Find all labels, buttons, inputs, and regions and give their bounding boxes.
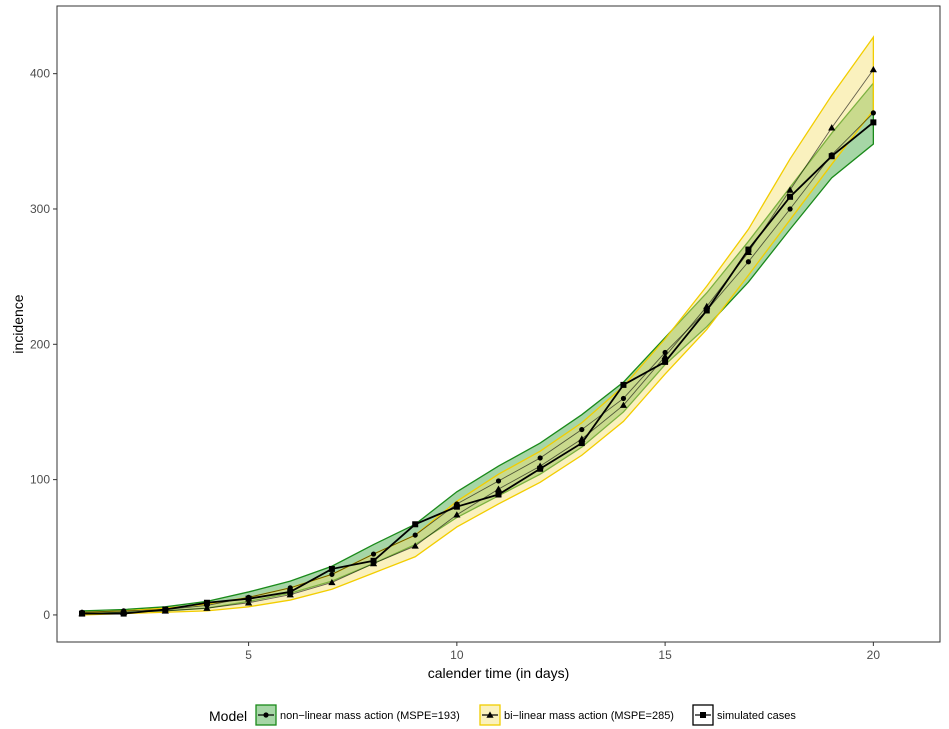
- y-axis-title: incidence: [10, 294, 26, 353]
- point-series-2-14: [662, 358, 669, 365]
- x-tick-label-2: 15: [658, 648, 672, 662]
- point-series-0-16: [745, 259, 752, 265]
- point-series-2-6: [328, 565, 335, 572]
- legend-key-marker-1: [486, 711, 494, 718]
- point-series-2-16: [745, 246, 752, 253]
- x-axis: 5 10 15 20: [245, 642, 880, 662]
- legend-label-1: bi−linear mass action (MSPE=285): [504, 710, 674, 722]
- line-series-0: [81, 112, 874, 613]
- confidence-bands: [81, 35, 875, 616]
- point-series-2-12: [578, 440, 585, 447]
- legend: Model non−linear mass action (MSPE=193) b…: [209, 704, 796, 726]
- point-series-1-8: [411, 542, 419, 549]
- point-series-2-7: [370, 557, 377, 564]
- line-series-1: [81, 69, 874, 615]
- point-series-2-9: [453, 503, 460, 510]
- y-tick-label-0: 0: [43, 608, 50, 622]
- point-series-2-18: [828, 153, 835, 160]
- point-series-2-19: [870, 119, 877, 126]
- point-series-1-6: [328, 578, 336, 586]
- point-series-2-13: [620, 381, 627, 388]
- point-series-2-5: [287, 588, 294, 595]
- y-tick-label-2: 200: [30, 337, 50, 351]
- point-series-2-2: [162, 606, 169, 613]
- y-tick-label-4: 400: [30, 67, 50, 81]
- y-tick-label-3: 300: [30, 202, 50, 216]
- point-series-0-10: [495, 478, 502, 484]
- point-series-2-4: [245, 595, 252, 602]
- plot-panel-border: [56, 5, 941, 643]
- x-tick-label-3: 20: [867, 648, 881, 662]
- point-series-1-18: [828, 124, 836, 131]
- point-series-1-4: [244, 599, 253, 606]
- point-series-1-9: [453, 511, 461, 518]
- series-lines: [81, 69, 874, 615]
- band-series-0: [81, 81, 875, 615]
- point-series-0-7: [370, 551, 377, 557]
- line-series-2: [81, 121, 874, 615]
- point-series-2-1: [120, 610, 127, 617]
- point-series-2-15: [703, 307, 710, 314]
- point-series-2-0: [78, 610, 85, 617]
- legend-key-marker-2: [700, 712, 706, 718]
- point-series-2-3: [203, 599, 210, 606]
- y-tick-label-1: 100: [30, 473, 50, 487]
- band-series-1: [81, 35, 875, 616]
- point-series-2-11: [537, 465, 544, 472]
- point-series-2-17: [787, 193, 794, 200]
- legend-label-2: simulated cases: [717, 710, 796, 722]
- x-tick-label-1: 10: [450, 648, 464, 662]
- point-series-1-14: [661, 352, 669, 360]
- x-axis-title: calender time (in days): [428, 665, 570, 681]
- x-tick-label-0: 5: [245, 648, 252, 662]
- point-series-1-17: [786, 186, 794, 193]
- point-series-1-13: [619, 401, 628, 408]
- point-series-0-17: [787, 206, 793, 212]
- point-series-0-19: [870, 110, 876, 116]
- y-axis: 0 100 200 300 400: [30, 67, 57, 622]
- point-series-0-12: [579, 426, 585, 433]
- point-series-0-13: [620, 395, 627, 402]
- point-series-2-10: [495, 491, 502, 498]
- point-series-0-14: [662, 349, 668, 356]
- point-series-0-6: [329, 571, 335, 577]
- point-series-1-3: [203, 604, 211, 611]
- legend-key-marker-0: [263, 712, 269, 718]
- legend-title: Model: [209, 708, 247, 724]
- point-series-0-8: [412, 532, 418, 538]
- series-markers: [78, 66, 877, 617]
- point-series-0-11: [537, 455, 543, 461]
- point-series-2-8: [412, 521, 419, 528]
- point-series-1-10: [494, 485, 503, 492]
- legend-label-0: non−linear mass action (MSPE=193): [280, 710, 460, 722]
- point-series-1-19: [869, 66, 877, 73]
